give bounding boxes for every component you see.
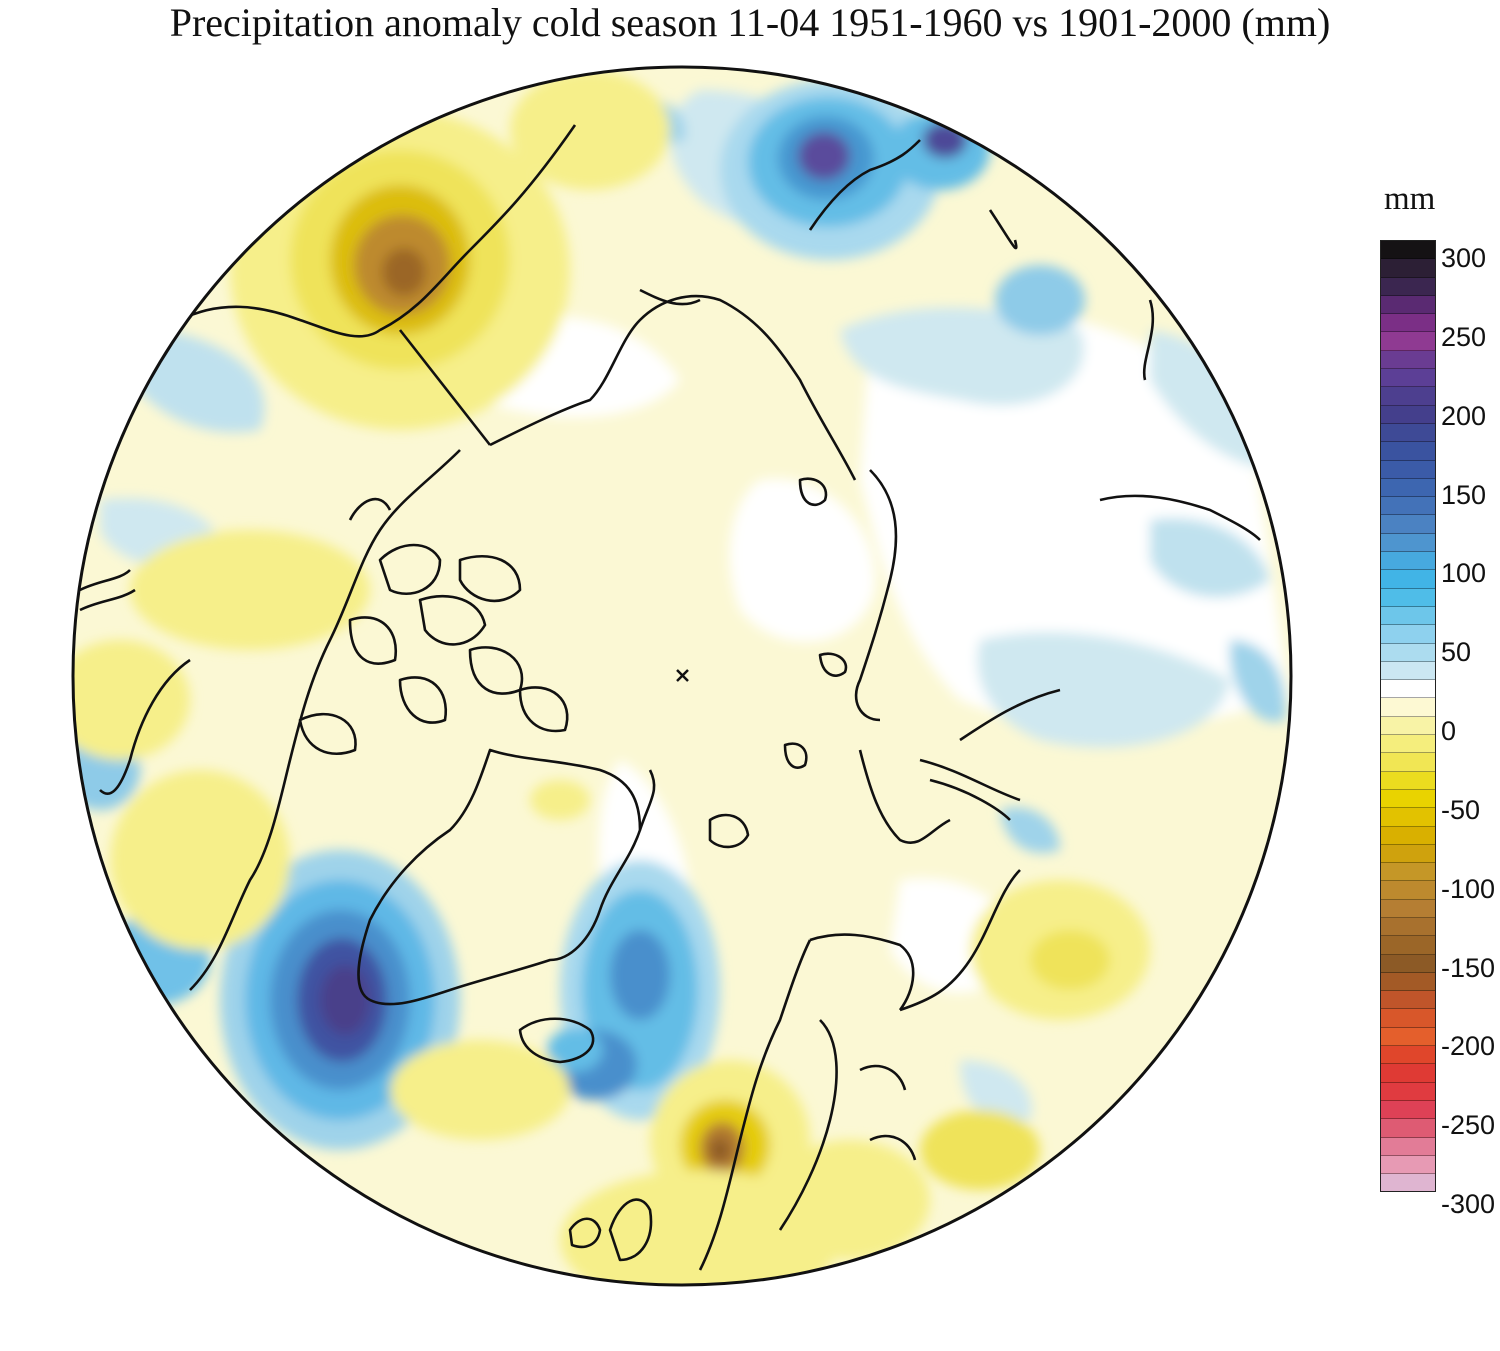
- colorbar-tick-label: -300: [1441, 1189, 1496, 1219]
- colorbar-tick-label: 150: [1441, 479, 1487, 510]
- colorbar-band: [1381, 259, 1435, 278]
- colorbar-band: [1381, 936, 1435, 955]
- colorbar-band: [1381, 478, 1435, 498]
- colorbar-band: [1381, 606, 1435, 626]
- colorbar-band: [1381, 295, 1435, 315]
- colorbar-band: [1381, 991, 1435, 1010]
- colorbar-band: [1381, 533, 1435, 553]
- colorbar-band: [1381, 771, 1435, 790]
- colorbar-tick-label: -100: [1441, 873, 1496, 904]
- colorbar-tick-label: 100: [1441, 558, 1487, 589]
- colorbar-band: [1381, 369, 1435, 388]
- colorbar-band: [1381, 1137, 1435, 1156]
- colorbar-band: [1381, 1009, 1435, 1028]
- colorbar-band: [1381, 789, 1435, 809]
- map-border: [71, 65, 1293, 1287]
- colorbar-band: [1381, 1119, 1435, 1138]
- colorbar-band: [1381, 350, 1435, 370]
- coastlines: [79, 124, 1261, 1271]
- colorbar-band: [1381, 1027, 1435, 1047]
- colorbar-band: [1381, 314, 1435, 333]
- colorbar-tick-label: 0: [1441, 716, 1457, 746]
- colorbar-tick-label: 50: [1441, 637, 1472, 668]
- colorbar-band: [1381, 917, 1435, 937]
- colorbar-band: [1381, 735, 1435, 754]
- colorbar-band: [1381, 954, 1435, 973]
- colorbar-tick-label: 300: [1441, 243, 1487, 273]
- colorbar-band: [1381, 844, 1435, 864]
- colorbar-band: [1381, 552, 1435, 571]
- colorbar-band: [1381, 753, 1435, 772]
- colorbar-band: [1381, 1174, 1435, 1191]
- colorbar: [1380, 240, 1436, 1192]
- colorbar-band: [1381, 680, 1435, 699]
- colorbar-band: [1381, 442, 1435, 461]
- colorbar-band: [1381, 899, 1435, 918]
- colorbar-band: [1381, 881, 1435, 900]
- colorbar-band: [1381, 497, 1435, 516]
- colorbar-band: [1381, 241, 1435, 260]
- colorbar-band: [1381, 643, 1435, 662]
- colorbar-tick-label: 200: [1441, 400, 1487, 431]
- colorbar-band: [1381, 387, 1435, 406]
- colorbar-band: [1381, 423, 1435, 443]
- colorbar-band: [1381, 808, 1435, 827]
- colorbar-tick-label: -200: [1441, 1031, 1496, 1062]
- colorbar-band: [1381, 863, 1435, 882]
- colorbar-band: [1381, 460, 1435, 479]
- colorbar-band: [1381, 716, 1435, 736]
- colorbar-band: [1381, 698, 1435, 717]
- colorbar-band: [1381, 1100, 1435, 1120]
- colorbar-band: [1381, 405, 1435, 424]
- colorbar-band: [1381, 515, 1435, 534]
- colorbar-band: [1381, 1082, 1435, 1101]
- north-pole-marker: [676, 669, 689, 682]
- legend-unit: mm: [1384, 181, 1436, 217]
- colorbar-band: [1381, 972, 1435, 992]
- colorbar-tick-label: 250: [1441, 321, 1487, 352]
- colorbar-band: [1381, 625, 1435, 644]
- colorbar-band: [1381, 1046, 1435, 1065]
- colorbar-band: [1381, 332, 1435, 351]
- colorbar-band: [1381, 277, 1435, 296]
- colorbar-band: [1381, 570, 1435, 589]
- colorbar-band: [1381, 826, 1435, 845]
- colorbar-tick-label: -250: [1441, 1110, 1496, 1141]
- map-title: Precipitation anomaly cold season 11-04 …: [169, 0, 1331, 45]
- colorbar-band: [1381, 1155, 1435, 1175]
- colorbar-band: [1381, 588, 1435, 607]
- colorbar-band: [1381, 1064, 1435, 1083]
- colorbar-tick-label: -50: [1441, 794, 1481, 825]
- colorbar-tick-label: -150: [1441, 952, 1496, 983]
- colorbar-band: [1381, 661, 1435, 681]
